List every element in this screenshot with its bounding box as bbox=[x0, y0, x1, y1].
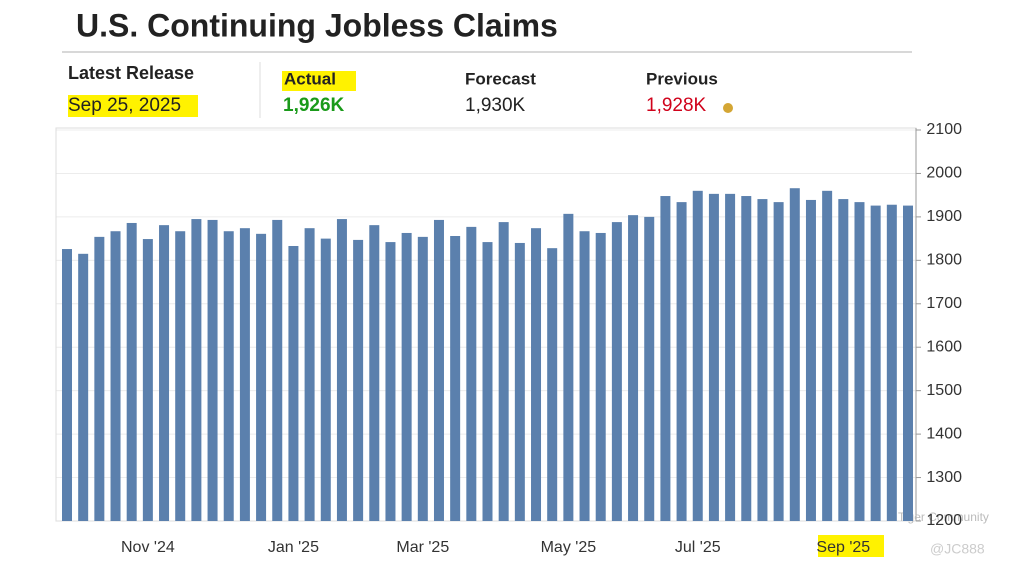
bar bbox=[385, 242, 396, 521]
bar bbox=[595, 232, 606, 522]
bar bbox=[676, 202, 687, 521]
bar bbox=[353, 239, 364, 522]
bar bbox=[304, 228, 315, 521]
title: U.S. Continuing Jobless Claims bbox=[76, 7, 558, 43]
highlight bbox=[818, 535, 884, 557]
y-tick-label: 1900 bbox=[926, 208, 962, 225]
label: Previous bbox=[646, 69, 718, 88]
watermark: @JC888 bbox=[930, 541, 985, 557]
y-tick-label: 1400 bbox=[926, 425, 962, 442]
bar bbox=[94, 236, 105, 521]
bar bbox=[272, 219, 283, 521]
date: Sep 25, 2025 bbox=[68, 95, 181, 116]
bar bbox=[433, 219, 444, 521]
y-tick-label: 1500 bbox=[926, 382, 962, 399]
y-tick-label: 2000 bbox=[926, 165, 962, 182]
bar bbox=[886, 204, 897, 522]
bar bbox=[417, 236, 428, 521]
bar bbox=[579, 231, 590, 521]
bar bbox=[773, 202, 784, 521]
bar bbox=[78, 253, 89, 522]
x-tick-label: Sep '25 bbox=[816, 539, 870, 556]
bar bbox=[207, 219, 218, 521]
bar bbox=[854, 202, 865, 521]
bar bbox=[482, 242, 493, 521]
bar bbox=[644, 216, 655, 521]
bar bbox=[401, 232, 412, 522]
bar bbox=[708, 193, 719, 521]
bar bbox=[369, 225, 380, 522]
highlight bbox=[68, 95, 198, 117]
bar bbox=[336, 219, 347, 522]
bar bbox=[725, 193, 736, 521]
bar bbox=[789, 188, 800, 521]
y-tick-label: 1600 bbox=[926, 338, 962, 355]
bar bbox=[320, 238, 331, 521]
x-tick-label: Jul '25 bbox=[675, 539, 721, 556]
bar bbox=[288, 245, 299, 521]
bar bbox=[142, 239, 153, 521]
bar bbox=[175, 231, 186, 521]
label: Latest Release bbox=[68, 63, 194, 83]
x-tick-label: Mar '25 bbox=[396, 539, 449, 556]
bar bbox=[611, 222, 622, 521]
bar bbox=[741, 196, 752, 521]
bar bbox=[838, 199, 849, 521]
bar bbox=[628, 215, 639, 521]
bar bbox=[159, 225, 170, 522]
indicator bbox=[723, 103, 733, 113]
bar bbox=[692, 190, 703, 522]
bar bbox=[191, 219, 202, 522]
bar bbox=[805, 199, 816, 521]
bar bbox=[498, 222, 509, 521]
bar bbox=[531, 228, 542, 521]
previous-value: 1,928K bbox=[646, 95, 707, 116]
y-tick-label: 1800 bbox=[926, 252, 962, 269]
bar bbox=[466, 226, 477, 521]
bar bbox=[660, 196, 671, 521]
bar bbox=[514, 242, 525, 521]
label: Forecast bbox=[465, 69, 536, 88]
x-tick-label: Jan '25 bbox=[268, 539, 319, 556]
actual-value: 1,926K bbox=[283, 95, 345, 116]
bar bbox=[126, 222, 137, 521]
y-tick-label: 2100 bbox=[926, 121, 962, 138]
bar bbox=[450, 236, 461, 521]
bar bbox=[547, 248, 558, 521]
bar bbox=[62, 249, 72, 521]
bar bbox=[239, 228, 250, 521]
label: Actual bbox=[284, 69, 336, 88]
bar bbox=[223, 231, 234, 521]
x-tick-label: Nov '24 bbox=[121, 539, 175, 556]
highlight bbox=[282, 71, 356, 91]
bar bbox=[757, 199, 768, 521]
bar bbox=[256, 233, 267, 522]
y-tick-label: 1200 bbox=[926, 512, 962, 529]
bar bbox=[822, 190, 833, 522]
bar bbox=[110, 231, 121, 521]
x-tick-label: May '25 bbox=[541, 539, 597, 556]
bar bbox=[563, 213, 574, 521]
y-tick-label: 1700 bbox=[926, 295, 962, 312]
y-tick-label: 1300 bbox=[926, 469, 962, 486]
forecast-value: 1,930K bbox=[465, 95, 526, 116]
bar bbox=[870, 205, 881, 522]
bar bbox=[903, 205, 913, 522]
